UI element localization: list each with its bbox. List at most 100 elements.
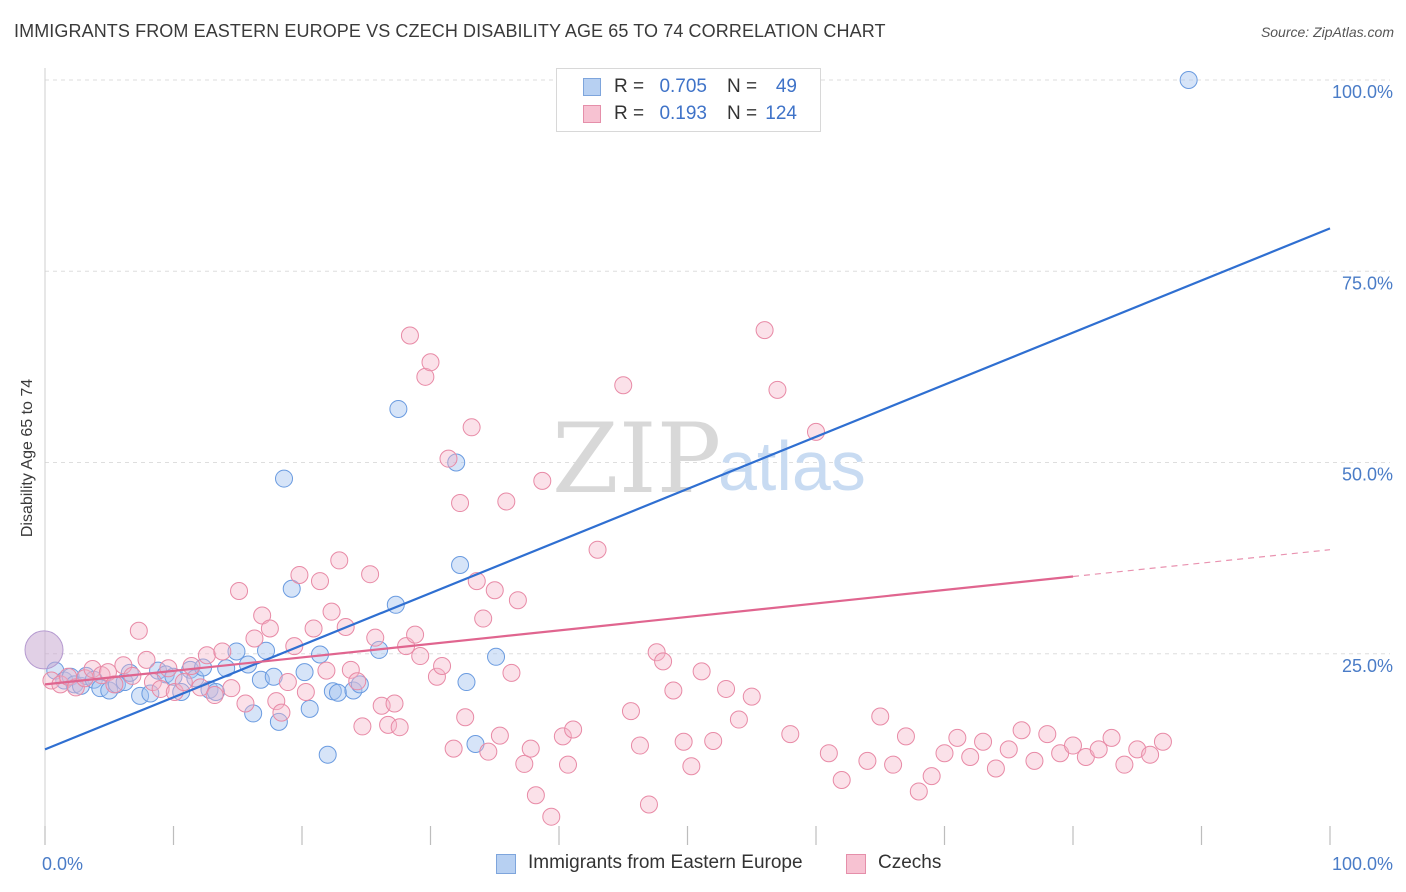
point-immigrants [264, 667, 283, 686]
trend-line-czechs [44, 575, 1074, 686]
point-immigrants [451, 556, 470, 575]
watermark: ZIP atlas [552, 403, 866, 515]
point-czechs [462, 418, 481, 437]
tick-labels: 25.0% 50.0% 75.0% 100.0% 0.0% 100.0% [42, 82, 1393, 874]
point-czechs [647, 643, 666, 662]
point-czechs [182, 656, 201, 675]
axes [44, 68, 1331, 845]
point-czechs [474, 609, 493, 628]
point-immigrants [120, 663, 139, 682]
point-immigrants [1179, 71, 1198, 89]
legend-n-value: 124 [765, 103, 797, 124]
point-czechs [909, 782, 928, 801]
point-czechs [197, 646, 216, 665]
point-immigrants [328, 683, 347, 702]
point-czechs [508, 591, 527, 610]
point-czechs [521, 739, 540, 758]
point-czechs [245, 629, 264, 648]
legend-n-label: N = [727, 76, 758, 97]
point-immigrants [295, 663, 314, 682]
point-czechs [961, 748, 980, 767]
point-czechs [526, 786, 545, 805]
point-czechs [230, 582, 249, 601]
watermark-atlas: atlas [718, 427, 866, 505]
point-czechs [304, 619, 323, 638]
point-czechs [260, 619, 279, 638]
point-czechs [296, 683, 315, 701]
point-czechs [742, 687, 761, 706]
point-czechs [427, 667, 446, 686]
point-czechs [451, 494, 470, 513]
point-czechs [390, 718, 409, 737]
point-czechs [1012, 721, 1031, 740]
point-czechs [267, 692, 286, 711]
legend-row-pink: R = 0.193 N = 124 [557, 101, 820, 127]
point-immigrants [275, 469, 294, 488]
y-tick-label: 50.0% [1342, 465, 1393, 485]
point-czechs [66, 678, 85, 697]
point-czechs [935, 744, 954, 763]
point-immigrants [457, 673, 476, 692]
point-czechs [165, 683, 184, 701]
trend-line-immigrants [44, 227, 1331, 751]
point-czechs [490, 726, 509, 745]
x-tick-label: 100.0% [1332, 854, 1393, 874]
point-czechs [884, 755, 903, 774]
point-czechs [379, 715, 398, 734]
point-czechs [819, 744, 838, 763]
point-czechs [205, 686, 224, 705]
legend-n-value: 49 [775, 76, 797, 97]
point-czechs [129, 621, 148, 640]
point-czechs [310, 572, 329, 591]
legend-n-label: N = [727, 103, 758, 124]
legend-r-label: R = [614, 103, 645, 124]
point-czechs [137, 650, 156, 669]
point-czechs [630, 736, 649, 755]
point-czechs [497, 492, 516, 511]
point-czechs [692, 662, 711, 681]
y-tick-label: 25.0% [1342, 656, 1393, 676]
point-czechs [502, 663, 521, 682]
point-immigrants [244, 704, 263, 723]
point-czechs [421, 353, 440, 372]
point-czechs [515, 754, 534, 773]
point-czechs [542, 807, 561, 826]
trend-extension-czechs [1072, 549, 1331, 578]
point-immigrants [389, 399, 408, 418]
point-czechs [105, 675, 124, 694]
source-label: Source: ZipAtlas.com [1260, 24, 1394, 40]
point-czechs [832, 770, 851, 789]
point-czechs [768, 380, 787, 399]
watermark-zip: ZIP [552, 403, 721, 515]
point-czechs [558, 755, 577, 774]
legend-row-blue: R = 0.705 N = 49 [557, 74, 820, 100]
y-tick-label: 100.0% [1332, 82, 1393, 102]
point-czechs [654, 652, 673, 671]
point-czechs [858, 751, 877, 770]
point-czechs [479, 742, 498, 761]
point-czechs [433, 656, 452, 675]
point-czechs [682, 757, 701, 776]
point-czechs [213, 642, 232, 661]
point-immigrants [318, 745, 337, 764]
point-czechs [664, 681, 683, 700]
point-czechs [444, 739, 463, 758]
point-czechs [341, 660, 360, 679]
legend-swatch-pink [583, 105, 601, 123]
point-czechs [272, 703, 291, 722]
legend-label-czechs: Czechs [878, 852, 942, 873]
legend-r-value: 0.705 [659, 76, 707, 97]
point-czechs [400, 326, 419, 345]
y-tick-label: 75.0% [1342, 273, 1393, 293]
point-immigrants [350, 675, 369, 694]
point-czechs [639, 795, 658, 814]
point-czechs [406, 625, 425, 644]
point-czechs [588, 540, 607, 559]
point-czechs [411, 647, 430, 666]
point-czechs [1064, 736, 1082, 755]
point-czechs [290, 565, 309, 584]
point-czechs [564, 720, 583, 739]
grid [45, 79, 1390, 655]
point-czechs [317, 661, 336, 680]
chart-title: IMMIGRANTS FROM EASTERN EUROPE VS CZECH … [14, 21, 886, 41]
